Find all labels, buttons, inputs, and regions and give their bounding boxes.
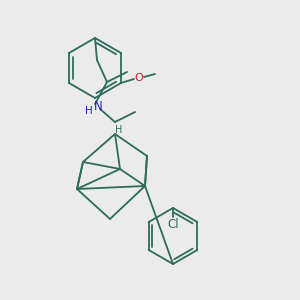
- Text: N: N: [94, 100, 102, 112]
- Text: Cl: Cl: [167, 218, 179, 232]
- Text: O: O: [135, 73, 143, 83]
- Text: H: H: [115, 125, 123, 135]
- Text: H: H: [85, 106, 93, 116]
